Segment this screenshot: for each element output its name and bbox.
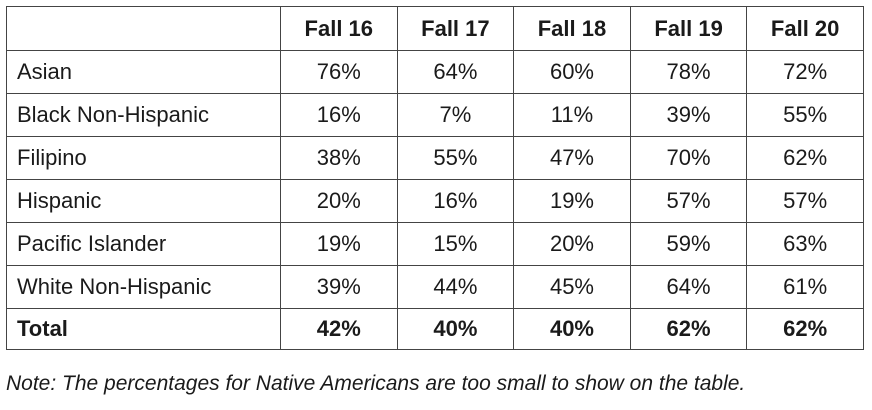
- row-label: Filipino: [6, 136, 281, 180]
- table-row: Pacific Islander 19% 15% 20% 59% 63%: [6, 222, 864, 266]
- table-cell: 78%: [629, 50, 748, 94]
- table-cell: 55%: [396, 136, 515, 180]
- column-header-fall-16: Fall 16: [280, 6, 398, 51]
- column-header-fall-20: Fall 20: [746, 6, 864, 51]
- table-cell: 16%: [396, 179, 515, 223]
- table-cell: 57%: [629, 179, 748, 223]
- data-table-container: Fall 16 Fall 17 Fall 18 Fall 19 Fall 20 …: [6, 6, 864, 350]
- table-cell: 72%: [746, 50, 864, 94]
- table-cell: 61%: [746, 265, 864, 309]
- row-label: White Non-Hispanic: [6, 265, 281, 309]
- column-header-fall-18: Fall 18: [513, 6, 631, 51]
- table-cell: 45%: [513, 265, 631, 309]
- table-cell: 63%: [746, 222, 864, 266]
- table-cell: 39%: [280, 265, 398, 309]
- table-cell: 19%: [280, 222, 398, 266]
- table-cell: 64%: [396, 50, 515, 94]
- total-cell: 42%: [280, 308, 398, 350]
- table-cell: 15%: [396, 222, 515, 266]
- table-row: Filipino 38% 55% 47% 70% 62%: [6, 136, 864, 180]
- table-row: White Non-Hispanic 39% 44% 45% 64% 61%: [6, 265, 864, 309]
- table-cell: 38%: [280, 136, 398, 180]
- table-row: Hispanic 20% 16% 19% 57% 57%: [6, 179, 864, 223]
- table-cell: 59%: [629, 222, 748, 266]
- table-cell: 62%: [746, 136, 864, 180]
- header-row: Fall 16 Fall 17 Fall 18 Fall 19 Fall 20: [6, 6, 864, 51]
- table-cell: 20%: [513, 222, 631, 266]
- table-cell: 20%: [280, 179, 398, 223]
- table-cell: 19%: [513, 179, 631, 223]
- table-cell: 44%: [396, 265, 515, 309]
- percentage-table: Fall 16 Fall 17 Fall 18 Fall 19 Fall 20 …: [6, 6, 864, 350]
- table-footnote: Note: The percentages for Native America…: [6, 372, 746, 395]
- total-row: Total 42% 40% 40% 62% 62%: [6, 308, 864, 350]
- row-label: Pacific Islander: [6, 222, 281, 266]
- table-cell: 55%: [746, 93, 864, 137]
- table-cell: 76%: [280, 50, 398, 94]
- table-cell: 47%: [513, 136, 631, 180]
- table-cell: 11%: [513, 93, 631, 137]
- table-cell: 60%: [513, 50, 631, 94]
- column-header-fall-19: Fall 19: [629, 6, 748, 51]
- table-cell: 70%: [629, 136, 748, 180]
- total-cell: 62%: [746, 308, 864, 350]
- total-label: Total: [6, 308, 281, 350]
- table-cell: 7%: [396, 93, 515, 137]
- table-cell: 39%: [629, 93, 748, 137]
- table-cell: 64%: [629, 265, 748, 309]
- table-row: Asian 76% 64% 60% 78% 72%: [6, 50, 864, 94]
- total-cell: 40%: [513, 308, 631, 350]
- column-header-fall-17: Fall 17: [396, 6, 515, 51]
- table-cell: 16%: [280, 93, 398, 137]
- total-cell: 40%: [396, 308, 515, 350]
- corner-cell: [6, 6, 281, 51]
- table-cell: 57%: [746, 179, 864, 223]
- row-label: Asian: [6, 50, 281, 94]
- table-row: Black Non-Hispanic 16% 7% 11% 39% 55%: [6, 93, 864, 137]
- total-cell: 62%: [629, 308, 748, 350]
- row-label: Hispanic: [6, 179, 281, 223]
- row-label: Black Non-Hispanic: [6, 93, 281, 137]
